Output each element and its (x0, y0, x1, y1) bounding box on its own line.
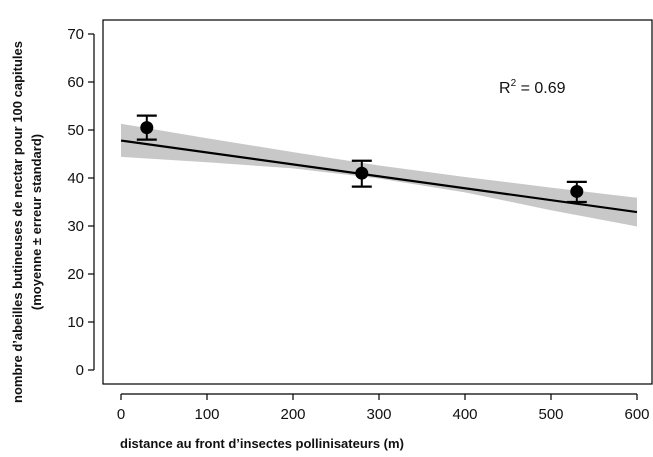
y-tick-label-60: 60 (67, 74, 84, 91)
data-point-1 (140, 121, 154, 135)
r-squared-exponent: 2 (511, 78, 517, 89)
fit-line-layer (120, 139, 638, 214)
plot-frame (102, 19, 653, 385)
y-tick-label-30: 30 (67, 218, 84, 235)
r-squared-value: = 0.69 (516, 80, 565, 97)
y-tick-label-70: 70 (67, 26, 84, 43)
x-axis-title: distance au front d’insectes pollinisate… (120, 436, 404, 451)
y-axis: 0 10 20 30 40 50 60 70 (67, 26, 95, 379)
x-tick-label-600: 600 (624, 406, 649, 423)
y-tick-label-0: 0 (76, 362, 84, 379)
regression-line (120, 139, 638, 214)
y-tick-label-50: 50 (67, 122, 84, 139)
x-tick-label-200: 200 (280, 406, 305, 423)
x-axis: 0 100 200 300 400 500 600 (117, 393, 650, 423)
y-axis-title-line1: nombre d’abeilles butineuses de nectar p… (10, 41, 25, 403)
confidence-band-layer (121, 123, 637, 227)
r-squared-annotation: R2 = 0.69 (499, 78, 566, 97)
x-tick-label-0: 0 (117, 406, 125, 423)
y-tick-label-10: 10 (67, 314, 84, 331)
data-point-3 (570, 184, 584, 198)
x-tick-label-300: 300 (366, 406, 391, 423)
y-tick-label-40: 40 (67, 170, 84, 187)
x-tick-label-400: 400 (452, 406, 477, 423)
confidence-band (121, 123, 637, 227)
x-tick-label-100: 100 (194, 406, 219, 423)
data-points-layer (140, 121, 584, 198)
y-axis-title-line2: (moyenne ± erreur standard) (29, 134, 44, 310)
r-squared-base: R (499, 80, 511, 97)
y-tick-label-20: 20 (67, 266, 84, 283)
x-tick-label-500: 500 (538, 406, 563, 423)
data-point-2 (355, 166, 369, 180)
